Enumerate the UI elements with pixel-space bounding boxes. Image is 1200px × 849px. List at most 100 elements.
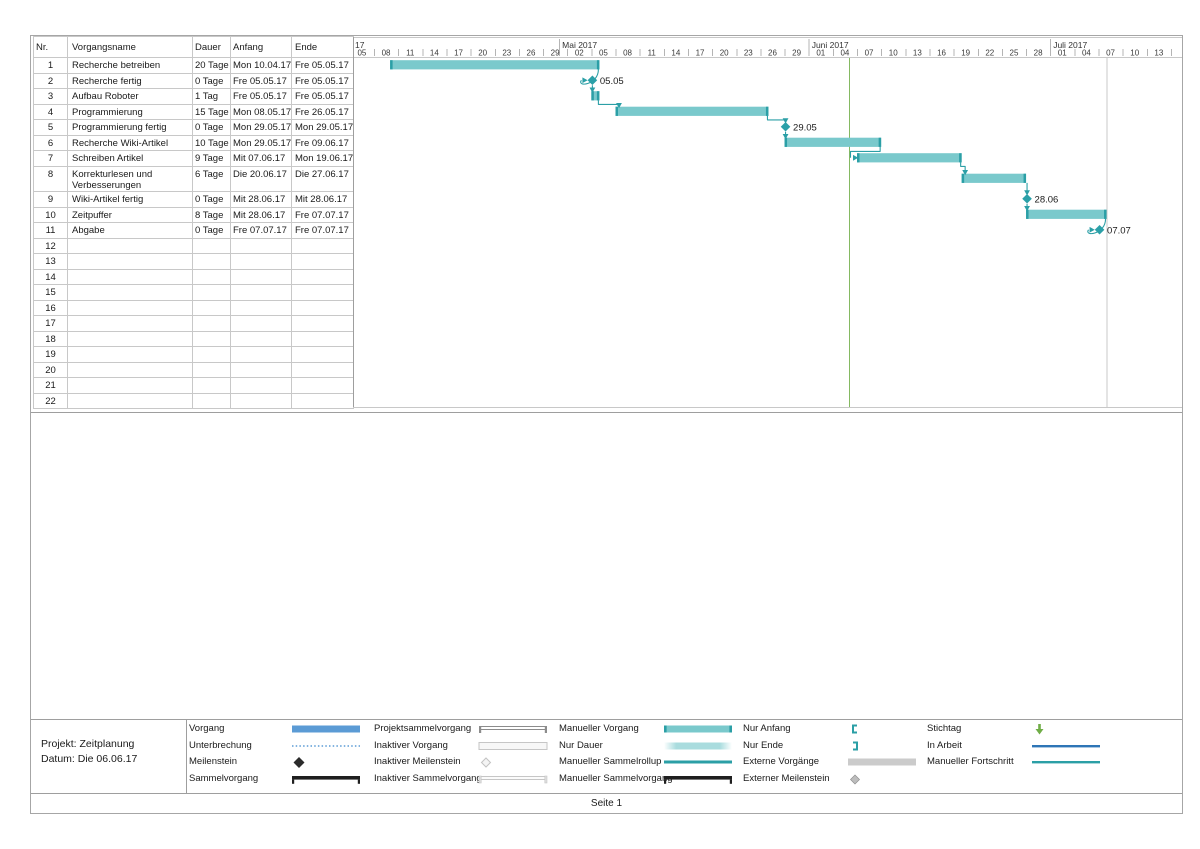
column-header: Vorgangsname	[68, 37, 193, 58]
cell-duration: 10 Tage	[193, 135, 231, 151]
table-row: 11 Abgabe 0 Tage Fre 07.07.17 Fre 07.07.17	[34, 223, 354, 239]
legend-label: Nur Anfang	[743, 723, 791, 734]
cell-nr: 17	[34, 316, 68, 332]
cell-start	[231, 316, 292, 332]
cell-duration: 0 Tage	[193, 223, 231, 239]
timeline-tick-label: 29	[551, 49, 560, 58]
cell-name: Programmierung	[68, 104, 193, 120]
table-row: 4 Programmierung 15 Tage Mon 08.05.17 Fre 26…	[34, 104, 354, 120]
cell-end	[292, 347, 354, 363]
gantt-milestone-task-11: 07.07	[1094, 224, 1131, 236]
timeline-tick-label: 08	[623, 49, 632, 58]
cell-start: Mit 07.06.17	[231, 151, 292, 167]
legend-swatch-manual-progress-line	[1031, 755, 1101, 769]
cell-start: Fre 05.05.17	[231, 73, 292, 89]
gantt-chart: 17 Mai 2017 Juni 2017 Juli 2017 05 08 11 14 17 20…	[353, 37, 1182, 408]
milestone-date-label: 05.05	[600, 76, 624, 87]
cell-end	[292, 269, 354, 285]
legend-label: Inaktiver Sammelvorgang	[374, 772, 482, 784]
timeline-tick-label: 26	[768, 49, 777, 58]
timeline-tick-label: 01	[1058, 49, 1067, 58]
cell-name	[68, 269, 193, 285]
month-label: 17	[355, 40, 365, 50]
cell-end	[292, 285, 354, 301]
cell-end	[292, 300, 354, 316]
timeline-tick-label: 16	[937, 49, 946, 58]
cell-start: Die 20.06.17	[231, 166, 292, 192]
cell-nr: 22	[34, 393, 68, 409]
cell-start: Mon 29.05.17	[231, 135, 292, 151]
cell-nr: 11	[34, 223, 68, 239]
cell-start	[231, 393, 292, 409]
cell-name: Recherche betreiben	[68, 58, 193, 74]
cell-nr: 1	[34, 58, 68, 74]
cell-nr: 5	[34, 120, 68, 136]
column-header: Ende	[292, 37, 354, 58]
gantt-bar-task-3	[591, 91, 600, 101]
timeline-tick-label: 29	[792, 49, 801, 58]
timeline-tick-label: 19	[961, 49, 970, 58]
table-row: 6 Recherche Wiki-Artikel 10 Tage Mon 29.05.…	[34, 135, 354, 151]
cell-nr: 3	[34, 89, 68, 105]
cell-duration	[193, 331, 231, 347]
legend-label: Meilenstein	[189, 756, 238, 767]
timeline-tick-label: 13	[913, 49, 922, 58]
legend-swatch-bar-blue	[291, 722, 361, 736]
timeline-tick-label: 05	[599, 49, 608, 58]
cell-nr: 10	[34, 207, 68, 223]
timeline-tick-label: 10	[889, 49, 898, 58]
cell-nr: 4	[34, 104, 68, 120]
timeline-tick-label: 22	[985, 49, 994, 58]
cell-name	[68, 285, 193, 301]
cell-end: Fre 05.05.17	[292, 73, 354, 89]
legend-swatch-inactive-summary	[478, 772, 548, 786]
timeline-tick-label: 08	[382, 49, 391, 58]
timeline-tick-label: 14	[671, 49, 680, 58]
timeline-tick-label: 28	[1034, 49, 1043, 58]
cell-nr: 15	[34, 285, 68, 301]
cell-duration: 0 Tage	[193, 73, 231, 89]
table-header-row: Nr. Vorgangsname Dauer Anfang Ende	[34, 37, 354, 58]
cell-end	[292, 393, 354, 409]
cell-end: Die 27.06.17	[292, 166, 354, 192]
timeline-tick-label: 23	[502, 49, 511, 58]
legend-swatch-manual-bar	[663, 722, 733, 736]
cell-end: Fre 07.07.17	[292, 207, 354, 223]
cell-start	[231, 300, 292, 316]
legend-swatch-split-dotted	[291, 739, 361, 753]
cell-start: Fre 05.05.17	[231, 89, 292, 105]
timeline-tick-label: 14	[430, 49, 439, 58]
cell-duration: 9 Tage	[193, 151, 231, 167]
cell-start: Mon 10.04.17	[231, 58, 292, 74]
timeline-tick-label: 05	[357, 49, 366, 58]
cell-name: Schreiben Artikel	[68, 151, 193, 167]
table-row: 17	[34, 316, 354, 332]
gantt-milestone-task-2: 05.05	[587, 75, 624, 87]
gantt-bar-task-10	[1026, 209, 1107, 219]
gantt-bar-task-1	[390, 60, 600, 70]
legend-label: In Arbeit	[927, 739, 962, 751]
table-row: 18	[34, 331, 354, 347]
project-info: Projekt: Zeitplanung Datum: Die 06.06.17	[41, 737, 137, 767]
cell-end: Mit 28.06.17	[292, 192, 354, 208]
column-header: Nr.	[34, 37, 68, 58]
timeline-tick-label: 07	[1106, 49, 1115, 58]
cell-end	[292, 316, 354, 332]
link-arrows	[580, 69, 1107, 235]
legend-label: Externe Vorgänge	[743, 756, 820, 767]
legend-swatch-deadline-arrow	[1031, 722, 1101, 736]
cell-end	[292, 378, 354, 394]
cell-name	[68, 316, 193, 332]
gantt-bar-task-6	[784, 137, 882, 147]
timeline-tick-label: 11	[406, 49, 415, 58]
gantt-bar-task-4	[615, 106, 769, 116]
cell-end: Fre 07.07.17	[292, 223, 354, 239]
timeline-tick-label: 04	[840, 49, 849, 58]
timeline-tick-label: 25	[1010, 49, 1019, 58]
table-row: 21	[34, 378, 354, 394]
cell-end	[292, 331, 354, 347]
cell-start: Mit 28.06.17	[231, 207, 292, 223]
cell-start	[231, 269, 292, 285]
cell-start: Mon 08.05.17	[231, 104, 292, 120]
cell-end: Fre 05.05.17	[292, 89, 354, 105]
